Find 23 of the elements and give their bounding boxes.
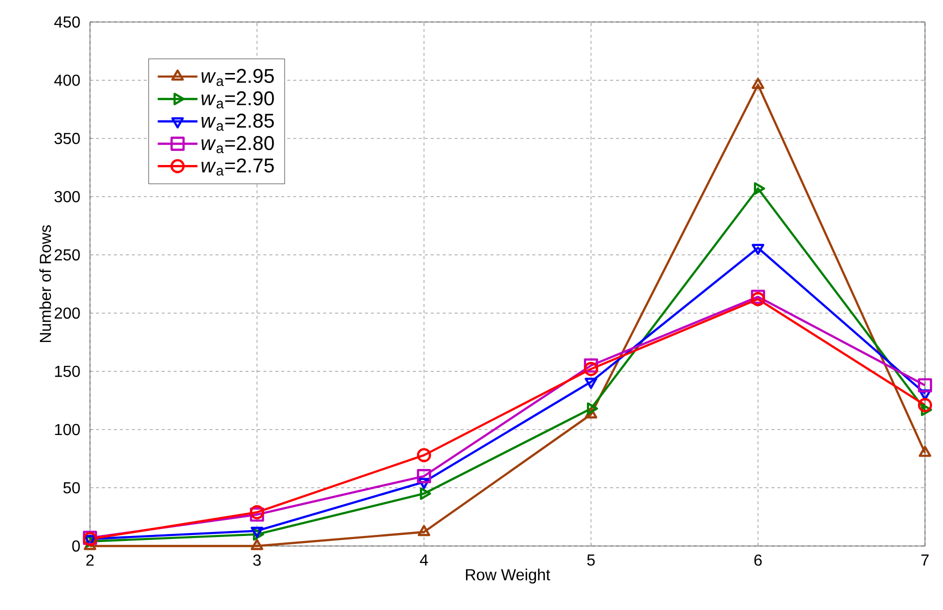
legend-label: w$_{a}$=2.90 (202, 91, 274, 108)
x-axis-title: Row Weight (466, 568, 550, 584)
y-tick-label: 300 (54, 191, 80, 202)
y-tick-label: 150 (55, 366, 80, 377)
legend-label: w$_{a}$=2.95 (202, 68, 274, 86)
x-tick-label: 5 (587, 554, 595, 566)
y-tick-label: 250 (54, 249, 80, 261)
y-tick-label: 400 (54, 74, 80, 86)
legend-label: w$_{a}$=2.85 (202, 114, 274, 131)
y-tick-label: 200 (54, 307, 80, 319)
x-tick-label: 2 (86, 554, 94, 566)
y-tick-label: 450 (54, 16, 80, 28)
y-tick-label: 350 (54, 132, 80, 144)
x-tick-label: 7 (921, 554, 929, 566)
x-tick-label: 3 (253, 554, 261, 566)
y-axis-title: Number of Rows (39, 225, 52, 342)
y-tick-label: 0 (72, 540, 80, 552)
y-tick-label: 100 (55, 424, 80, 436)
x-tick-label: 6 (754, 554, 762, 566)
legend-label: w$_{a}$=2.80 (202, 136, 274, 154)
legend-label: w$_{a}$=2.75 (202, 158, 274, 176)
y-tick-label: 50 (63, 482, 80, 494)
x-tick-label: 4 (420, 554, 428, 566)
